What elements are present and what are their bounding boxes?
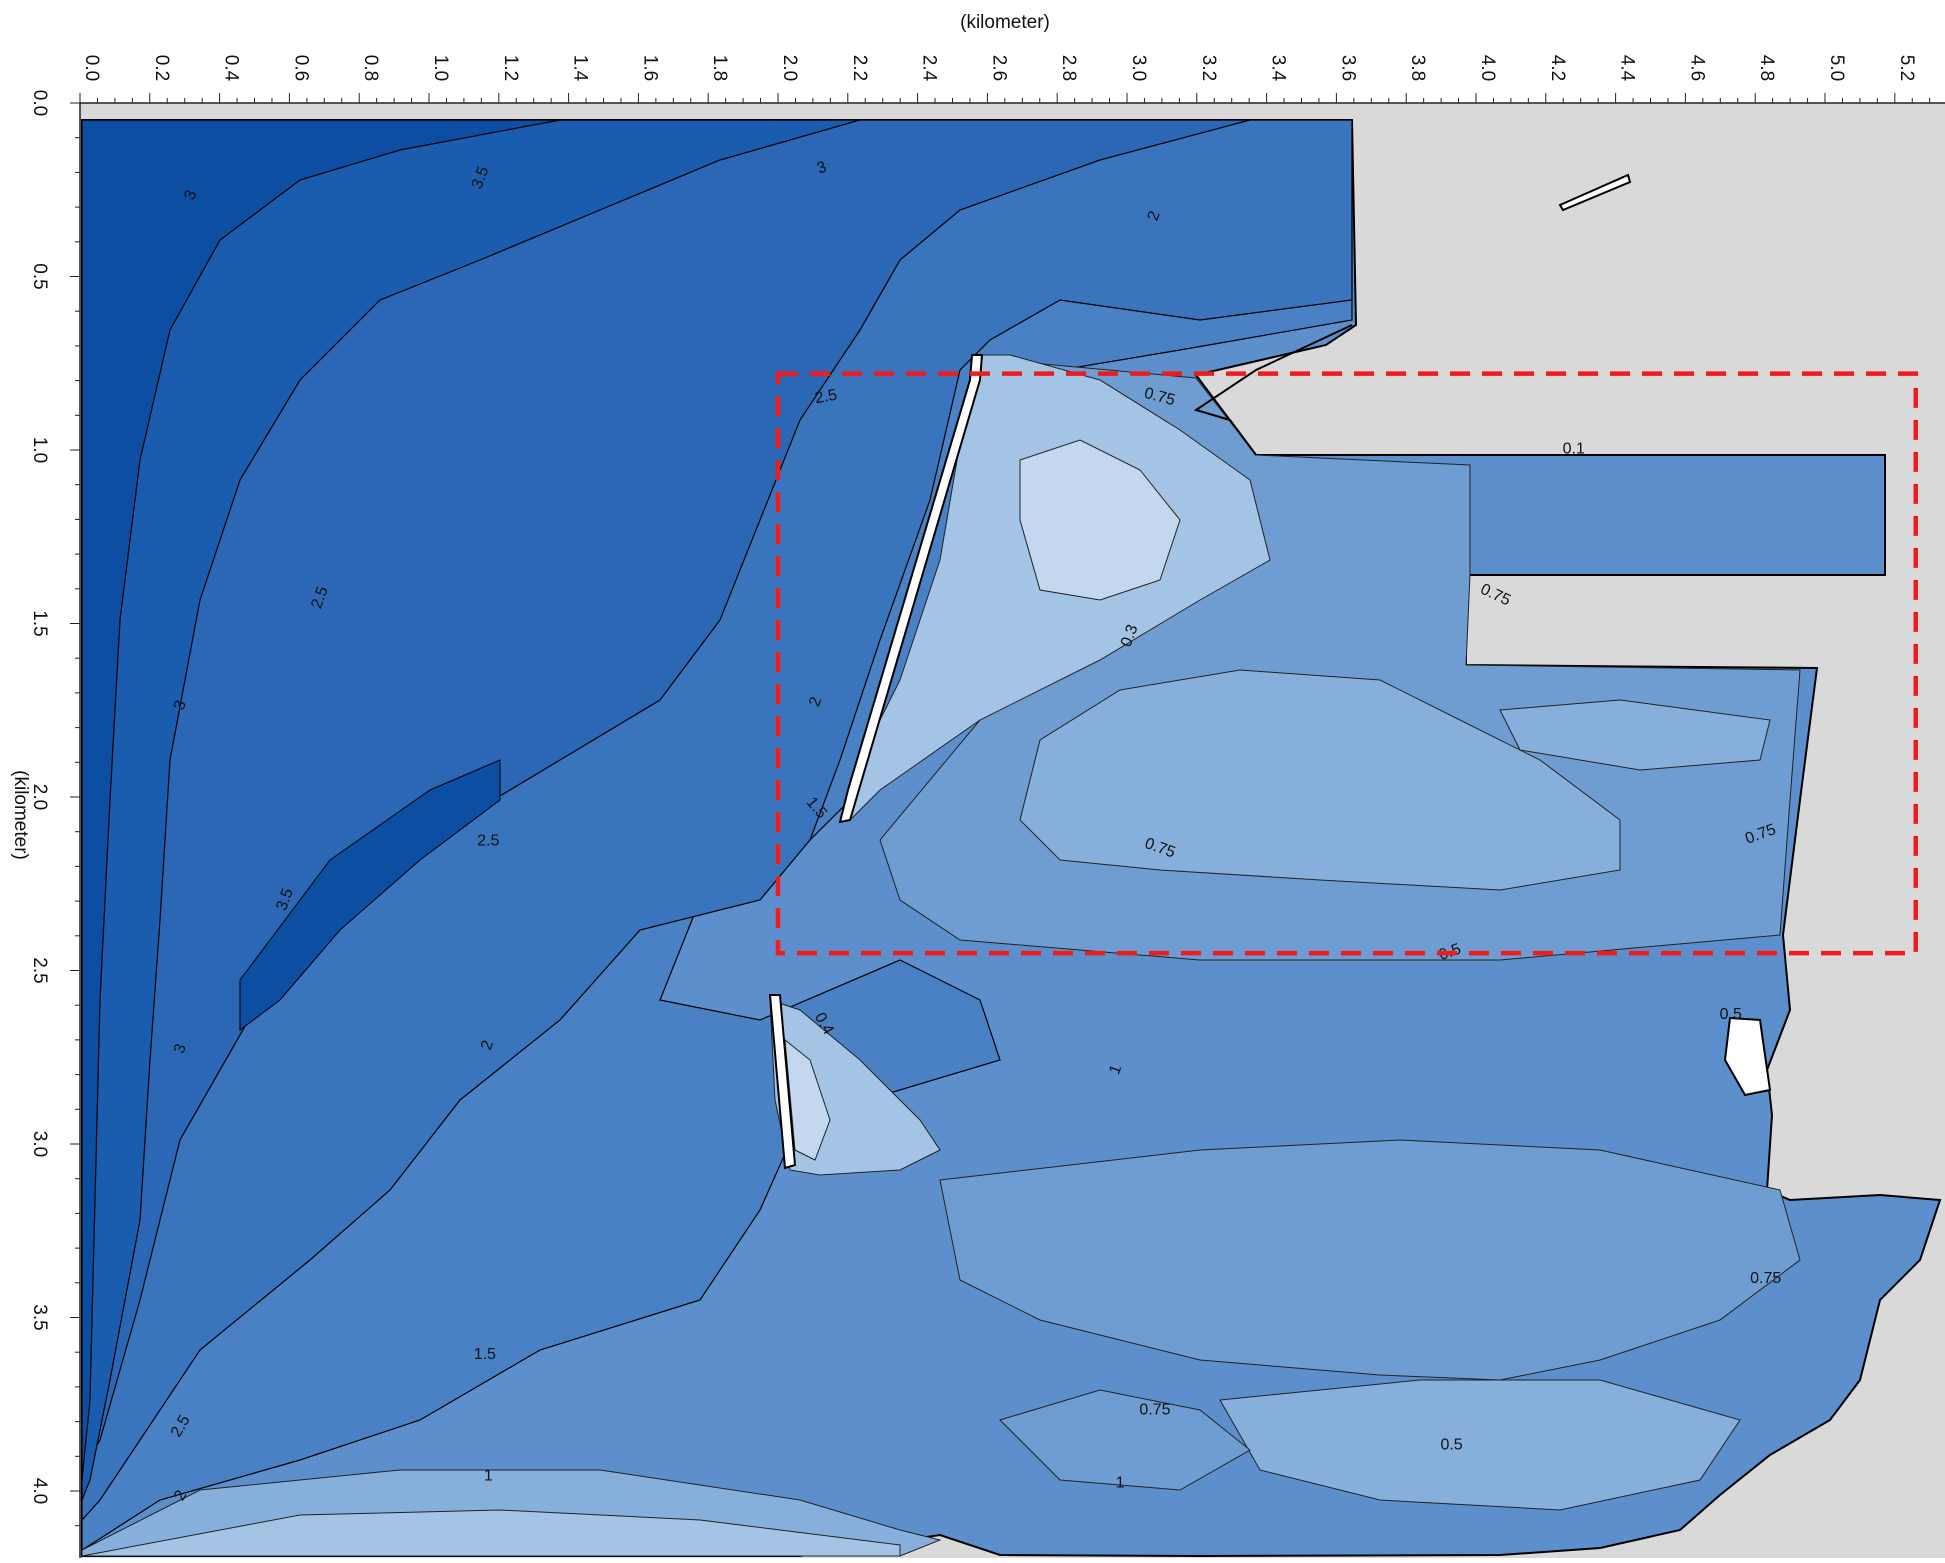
x-tick-label: 1.0 xyxy=(430,55,451,81)
contour-label: 2.5 xyxy=(814,387,839,408)
contour-label: 1.5 xyxy=(474,1346,496,1363)
x-tick-label: 4.2 xyxy=(1547,55,1568,81)
contour-label: 0.5 xyxy=(1720,1006,1742,1023)
x-tick-label: 3.8 xyxy=(1407,55,1428,81)
y-tick-label: 4.0 xyxy=(29,1478,50,1504)
notch xyxy=(1723,1016,1772,1097)
x-tick-label: 2.2 xyxy=(849,55,870,81)
x-tick-label: 0.0 xyxy=(81,55,102,81)
y-tick-label: 2.5 xyxy=(29,957,50,983)
depth-band-3-5 xyxy=(81,119,561,1481)
y-tick-label: 1.5 xyxy=(29,610,50,636)
depth-band-0-75-south xyxy=(939,1139,1801,1381)
y-tick-label: 0.5 xyxy=(29,263,50,289)
x-tick-label: 1.6 xyxy=(639,55,660,81)
x-tick-label: 0.2 xyxy=(151,55,172,81)
depth-band-0-5-east xyxy=(1499,699,1771,771)
depth-band-0-3-coast xyxy=(81,1509,901,1557)
coastal-structures xyxy=(768,173,1772,1170)
x-tick-label: 4.4 xyxy=(1617,55,1638,82)
contour-label: 2.5 xyxy=(477,833,499,850)
coastal-seawall xyxy=(1193,324,1353,456)
x-tick-label: 5.0 xyxy=(1826,55,1847,81)
y-axis-title: (kilometer) xyxy=(10,770,31,860)
x-tick-label: 0.6 xyxy=(290,55,311,81)
x-tick-label: 3.4 xyxy=(1268,55,1289,82)
x-tick-label: 3.2 xyxy=(1198,55,1219,81)
contour-label: 0.75 xyxy=(1750,1270,1781,1287)
y-tick-label: 0.0 xyxy=(29,90,50,116)
x-tick-label: 3.0 xyxy=(1128,55,1149,81)
x-tick-label: 0.8 xyxy=(360,55,381,81)
north-breakwater xyxy=(838,354,984,824)
depth-band-0-1-lee xyxy=(1019,439,1181,601)
x-tick-label: 0.4 xyxy=(221,55,242,82)
depth-band-0-5-south xyxy=(1219,1379,1741,1511)
y-tick-label: 2.0 xyxy=(29,784,50,810)
jetty xyxy=(1558,173,1632,212)
water-domain xyxy=(81,119,1942,1558)
contour-label: 0.5 xyxy=(1440,1436,1462,1453)
x-tick-label: 1.4 xyxy=(570,55,591,82)
depth-band-0-5-harbor xyxy=(1019,669,1621,891)
contour-label: 0.1 xyxy=(1563,440,1585,457)
y-tick-label: 3.0 xyxy=(29,1131,50,1157)
contour-label: 0.3 xyxy=(1118,622,1142,649)
contour-label: 3.5 xyxy=(469,164,493,191)
south-breakwater xyxy=(768,994,797,1170)
x-axis-title: (kilometer) xyxy=(960,12,1050,33)
y-tick-label: 3.5 xyxy=(29,1304,50,1330)
contour-label: 1 xyxy=(484,1468,493,1485)
x-tick-label: 1.8 xyxy=(709,55,730,81)
contour-label: 0.75 xyxy=(1139,1402,1170,1419)
x-tick-label: 1.2 xyxy=(500,55,521,81)
depth-band-2-5 xyxy=(81,119,1251,1473)
contour-label: 3.5 xyxy=(273,886,297,913)
y-tick-label: 1.0 xyxy=(29,437,50,463)
zoom-box xyxy=(775,371,1918,956)
x-tick-label: 3.6 xyxy=(1337,55,1358,81)
x-tick-label: 4.8 xyxy=(1756,55,1777,81)
depth-band-3-5-channel xyxy=(239,759,501,1031)
x-axis: 0.0 0.2 0.4 0.6 0.8 1.0 1.2 1.4 1.6 1.8 2.0 2.2 2.4 2… xyxy=(79,55,1945,104)
contour-label: 1 xyxy=(1116,1475,1125,1492)
x-tick-label: 4.0 xyxy=(1477,55,1498,81)
x-tick-label: 2.4 xyxy=(919,55,940,82)
x-tick-label: 5.2 xyxy=(1896,55,1917,81)
contour-label: 2.5 xyxy=(308,584,332,611)
x-tick-label: 2.8 xyxy=(1058,55,1079,81)
x-tick-label: 2.0 xyxy=(779,55,800,81)
depth-band-0-75-southwest xyxy=(999,1389,1251,1491)
depth-band-0-1-south-breakwater xyxy=(784,1038,831,1161)
y-axis: 0.0 0.5 1.0 1.5 2.0 2.5 3.0 3.5 4.0 xyxy=(29,90,81,1561)
x-tick-label: 2.6 xyxy=(988,55,1009,81)
x-tick-label: 4.6 xyxy=(1686,55,1707,81)
